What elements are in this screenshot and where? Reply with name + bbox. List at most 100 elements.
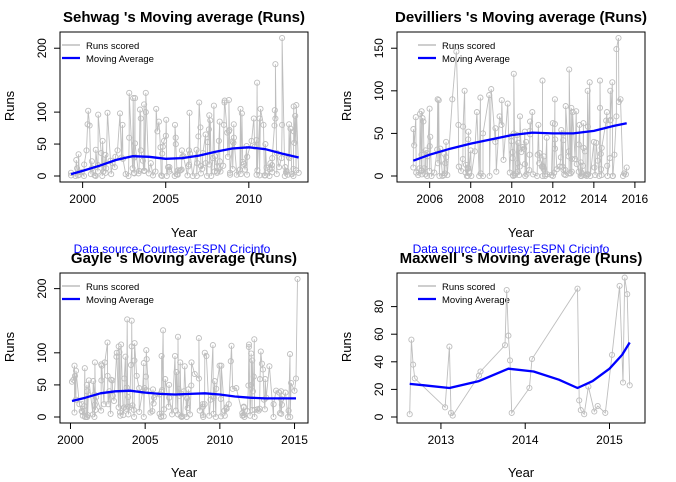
chart-2-runs-point — [603, 117, 610, 124]
chart-1-runs-point — [220, 162, 227, 169]
chart-2-runs-point — [479, 172, 487, 180]
chart-3-runs-point — [122, 353, 129, 360]
chart-3-runs-point — [140, 413, 147, 421]
chart-2-runs-point — [592, 172, 599, 179]
chart-3-runs-point — [225, 401, 232, 408]
chart-3-runs-point — [286, 351, 294, 358]
chart-4-runs-point — [501, 342, 509, 349]
chart-1-runs-point — [161, 137, 168, 144]
chart-2-runs-point — [514, 168, 521, 175]
chart-4-y-tick-label: 80 — [372, 300, 386, 314]
chart-2-runs-point — [526, 151, 533, 158]
chart-3-runs-point — [173, 369, 180, 376]
chart-3-runs-point — [217, 395, 224, 403]
chart-3-runs-point — [143, 347, 150, 354]
chart-3-runs-point — [101, 359, 108, 366]
chart-3-runs-point — [262, 376, 269, 383]
chart-3-runs-point — [221, 412, 228, 419]
chart-1-runs-point — [99, 172, 106, 180]
chart-2-runs-point — [536, 149, 543, 157]
chart-3-runs-point — [125, 411, 132, 418]
chart-2-x-tick-label: 2010 — [498, 192, 525, 206]
chart-3-runs-point — [107, 410, 114, 417]
chart-3-legend-runs-label: Runs scored — [86, 282, 139, 293]
chart-2-runs-point — [579, 162, 587, 169]
chart-3-runs-point — [68, 378, 76, 385]
chart-1-runs-point — [273, 171, 280, 178]
chart-3-runs-point — [261, 396, 268, 403]
chart-3-runs-point — [131, 340, 138, 347]
chart-3-runs-point — [70, 376, 77, 383]
chart-1-runs-point — [197, 162, 204, 169]
chart-2-runs-point — [523, 138, 530, 145]
chart-3-runs-point — [245, 341, 253, 348]
chart-4-runs-point — [503, 286, 510, 294]
chart-3-runs-point — [185, 386, 192, 393]
chart-2-runs-point — [615, 34, 622, 42]
chart-1-runs-point — [209, 155, 216, 162]
chart-3-runs-point — [241, 413, 248, 421]
chart-1-y-tick-label: 50 — [35, 137, 49, 151]
chart-2-runs-point — [443, 138, 450, 145]
chart-1-runs-point — [166, 164, 173, 171]
chart-2-runs-point — [412, 114, 419, 121]
chart-4-runs-point — [508, 409, 515, 416]
chart-3-runs-point — [229, 385, 236, 392]
chart-3-runs-point — [228, 342, 235, 349]
chart-1-runs-point — [260, 121, 267, 128]
chart-3-runs-point — [261, 406, 268, 413]
chart-1-runs-point — [224, 153, 231, 160]
chart-1-runs-point — [162, 132, 169, 139]
chart-1-runs-point — [293, 102, 300, 109]
chart-1-runs-point — [147, 160, 154, 167]
chart-4-runs-point — [574, 285, 581, 292]
chart-1-runs-point — [153, 105, 160, 112]
chart-2-runs-point — [444, 172, 451, 179]
chart-3-runs-point — [121, 375, 128, 382]
chart-1-runs-point — [126, 89, 133, 96]
chart-2-runs-point — [493, 168, 500, 175]
chart-2-runs-point — [551, 145, 559, 152]
chart-2-runs-point — [510, 70, 517, 77]
chart-1-x-axis-label: Year — [171, 225, 198, 240]
chart-1-runs-point — [208, 172, 215, 180]
chart-4-x-tick-label: 2014 — [512, 433, 539, 447]
chart-4-runs-point — [581, 411, 588, 418]
chart-3-runs-point — [181, 363, 188, 370]
chart-1-runs-point — [290, 172, 297, 180]
chart-1-x-tick-label: 2010 — [235, 192, 262, 206]
chart-2-data-source-note: Data source-Courtesy:ESPN Cricinfo — [413, 242, 610, 256]
chart-1-runs-point — [205, 126, 212, 133]
chart-1-runs-point — [163, 172, 170, 180]
chart-1-runs-point — [210, 102, 217, 109]
chart-4-x-tick-label: 2013 — [428, 433, 455, 447]
chart-4-runs-point — [406, 411, 413, 418]
chart-2-x-tick-label: 2008 — [457, 192, 484, 206]
chart-1-runs-point — [197, 170, 204, 177]
chart-3-runs-point — [85, 377, 92, 384]
chart-2-runs-point — [419, 115, 426, 122]
chart-3-runs-point — [248, 350, 255, 357]
chart-3-runs-point — [249, 357, 256, 364]
chart-4-runs-point — [526, 384, 533, 392]
chart-1-runs-point — [159, 172, 166, 180]
chart-1-runs-point — [141, 101, 148, 108]
chart-4-runs-point — [594, 402, 601, 410]
chart-1-runs-point — [262, 172, 269, 179]
chart-2-runs-point — [415, 172, 422, 179]
chart-2-runs-point — [459, 155, 466, 163]
chart-1-runs-point — [284, 171, 291, 178]
chart-3-runs-point — [165, 403, 172, 410]
chart-3-runs-point — [179, 413, 186, 420]
chart-1-runs-point — [158, 172, 165, 179]
chart-2-runs-point — [560, 166, 567, 174]
chart-1-runs-point — [159, 143, 166, 150]
chart-3-runs-point — [251, 413, 258, 421]
chart-2-runs-point — [544, 171, 551, 178]
chart-2-runs-point — [569, 109, 576, 116]
chart-2-runs-point — [468, 172, 475, 180]
chart-2-x-tick-label: 2012 — [539, 192, 566, 206]
chart-2-runs-point — [516, 113, 524, 120]
chart-1-runs-point — [275, 164, 283, 171]
chart-1-runs-point — [108, 171, 115, 178]
